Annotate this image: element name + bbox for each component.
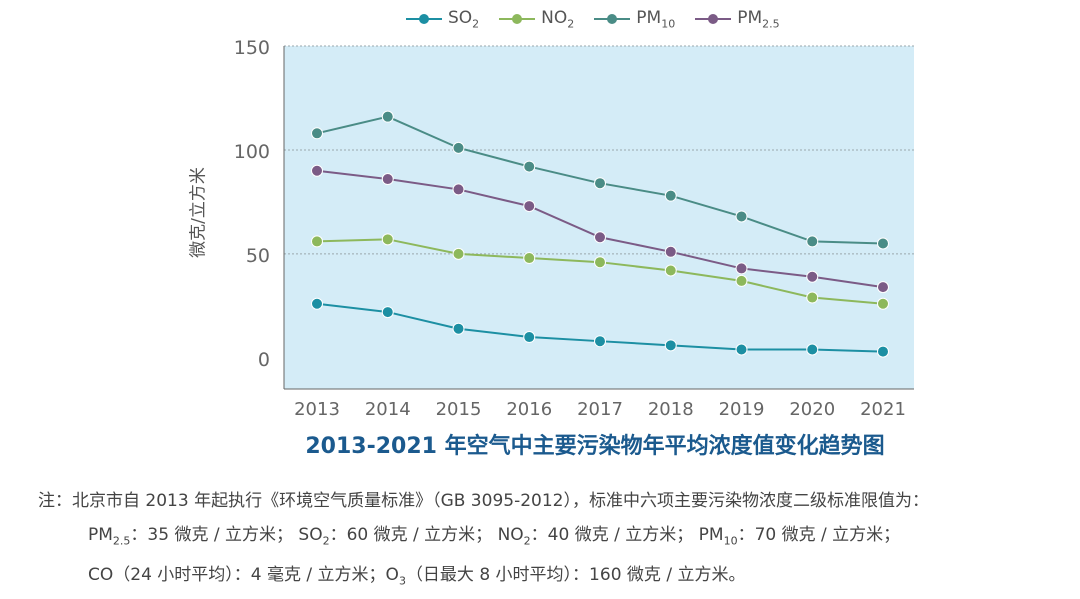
chart-legend: SO2 NO2 PM10 PM2.5 (406, 8, 780, 30)
y-axis-label: 微克/立方米 (188, 167, 209, 258)
data-point-pm25 (806, 270, 819, 283)
data-point-so2 (452, 322, 465, 335)
data-point-no2 (594, 256, 606, 269)
legend-item-pm10: PM10 (594, 8, 675, 30)
data-point-pm10 (523, 160, 536, 173)
data-point-so2 (877, 345, 889, 358)
footnote-line-1: 注：北京市自 2013 年起执行《环境空气质量标准》（GB 3095-2012）… (38, 491, 929, 511)
legend-swatch-pm25 (695, 14, 732, 25)
data-point-pm10 (311, 127, 323, 140)
legend-label-so2: SO2 (448, 8, 480, 31)
data-point-no2 (381, 233, 394, 246)
x-tick-label: 2018 (648, 399, 694, 420)
data-point-no2 (452, 247, 465, 260)
legend-item-so2: SO2 (406, 8, 479, 30)
footnote-line-2: PM2.5：35 微克 / 立方米； SO2：60 微克 / 立方米； NO2：… (88, 525, 901, 548)
x-tick-label: 2021 (860, 399, 906, 420)
y-tick-label: 0 (258, 349, 270, 371)
y-tick-label: 100 (234, 141, 270, 163)
data-point-no2 (877, 297, 889, 310)
x-tick-label: 2013 (294, 399, 340, 420)
legend-item-no2: NO2 (499, 8, 574, 30)
x-tick-label: 2016 (506, 399, 552, 420)
legend-swatch-pm10 (594, 14, 631, 25)
y-tick-label: 50 (246, 245, 270, 267)
data-point-so2 (594, 335, 606, 348)
data-point-no2 (664, 264, 677, 277)
data-point-so2 (664, 339, 677, 352)
data-point-pm10 (381, 110, 394, 123)
x-tick-label: 2017 (577, 399, 623, 420)
legend-item-pm25: PM2.5 (695, 8, 780, 31)
data-point-pm25 (452, 183, 465, 196)
chart-title: 2013-2021 年空气中主要污染物年平均浓度值变化趋势图 (305, 434, 885, 459)
data-point-pm25 (735, 262, 748, 275)
data-point-pm25 (311, 164, 323, 177)
x-tick-label: 2014 (365, 399, 411, 420)
legend-label-pm10: PM10 (636, 8, 676, 31)
data-point-pm25 (381, 173, 394, 186)
legend-label-pm25: PM2.5 (737, 8, 780, 31)
chart-svg: 0 50 100 150 2013 2014 2015 2016 2017 2018 2019 202… (234, 37, 914, 420)
data-point-pm10 (877, 237, 889, 250)
data-point-pm10 (594, 177, 606, 190)
footnote: 注：北京市自 2013 年起执行《环境空气质量标准》（GB 3095-2012）… (38, 484, 929, 599)
data-point-pm25 (664, 245, 677, 258)
legend-swatch-so2 (406, 14, 442, 25)
data-point-so2 (806, 343, 819, 356)
data-point-no2 (311, 235, 323, 248)
data-point-pm25 (594, 231, 606, 244)
data-point-so2 (381, 306, 394, 319)
data-point-so2 (523, 331, 536, 344)
y-tick-label: 150 (234, 37, 270, 59)
x-tick-label: 2020 (789, 399, 835, 420)
data-point-no2 (523, 252, 536, 265)
data-point-no2 (806, 291, 819, 304)
data-point-so2 (311, 297, 323, 310)
data-point-pm10 (664, 189, 677, 202)
legend-label-no2: NO2 (541, 8, 575, 31)
data-point-pm10 (806, 235, 819, 248)
plot-area (284, 46, 914, 389)
legend-swatch-no2 (499, 14, 536, 25)
x-tick-label: 2019 (719, 399, 765, 420)
data-point-pm10 (735, 210, 748, 223)
data-point-no2 (735, 274, 748, 287)
data-point-pm10 (452, 141, 465, 154)
x-tick-label: 2015 (436, 399, 482, 420)
data-point-so2 (735, 343, 748, 356)
footnote-line-3: CO（24 小时平均）：4 毫克 / 立方米；O3（日最大 8 小时平均）：16… (88, 565, 746, 588)
data-point-pm25 (523, 200, 536, 213)
data-point-pm25 (877, 281, 889, 294)
